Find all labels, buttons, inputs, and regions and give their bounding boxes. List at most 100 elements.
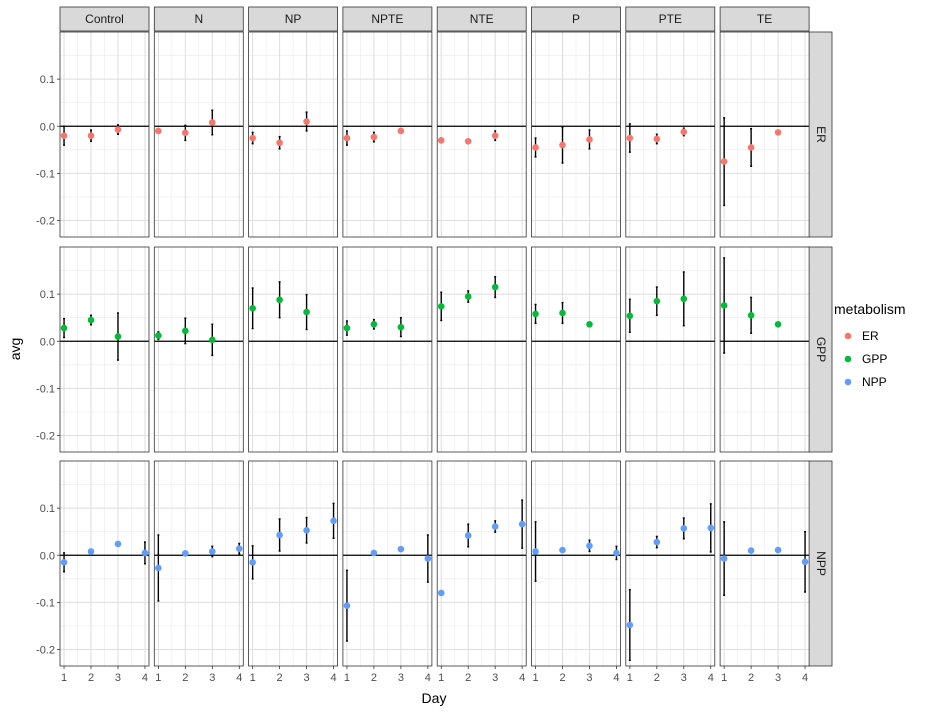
facet-label-npte: NPTE bbox=[371, 12, 403, 26]
x-tick-label: 2 bbox=[465, 672, 471, 684]
panel-border bbox=[531, 246, 621, 453]
x-tick-label: 4 bbox=[708, 672, 714, 684]
panel-border bbox=[153, 31, 244, 238]
legend-label-npp: NPP bbox=[862, 375, 887, 389]
x-tick-label: 4 bbox=[425, 672, 431, 684]
panel-border bbox=[719, 246, 810, 453]
data-point-gpp-n-day-3 bbox=[208, 336, 216, 344]
data-point-er-np-day-3 bbox=[303, 118, 310, 125]
data-point-npp-control-day-4 bbox=[141, 549, 149, 557]
x-tick-label: 3 bbox=[492, 672, 498, 684]
panel-gpp-control bbox=[59, 246, 150, 453]
x-tick-label: 4 bbox=[802, 672, 808, 684]
facet-strip-npte bbox=[342, 6, 433, 32]
data-point-npp-npte-day-4 bbox=[424, 555, 432, 562]
panel-npp-np bbox=[248, 460, 339, 667]
x-tick-label: 1 bbox=[532, 672, 538, 684]
data-point-er-npte-day-1 bbox=[343, 134, 351, 142]
panel-gpp-pte bbox=[625, 246, 716, 453]
data-point-er-nte-day-1 bbox=[437, 137, 445, 144]
panel-border bbox=[59, 31, 150, 238]
panel-border bbox=[248, 460, 339, 667]
data-point-npp-nte-day-3 bbox=[491, 523, 499, 530]
data-point-gpp-npte-day-1 bbox=[343, 324, 351, 332]
data-point-er-np-day-2 bbox=[276, 139, 283, 147]
data-point-gpp-n-day-2 bbox=[182, 327, 189, 335]
panel-npp-npte bbox=[342, 460, 433, 667]
facet-strip-te bbox=[719, 6, 810, 32]
data-point-gpp-np-day-1 bbox=[249, 304, 256, 312]
row-label-gpp: GPP bbox=[814, 337, 828, 362]
data-point-npp-np-day-3 bbox=[303, 526, 310, 534]
data-point-er-p-day-2 bbox=[559, 141, 566, 149]
data-point-npp-n-day-4 bbox=[235, 545, 243, 552]
y-tick-label: -0.1 bbox=[36, 168, 55, 180]
data-point-er-te-day-3 bbox=[774, 129, 782, 136]
panel-er-te bbox=[719, 31, 810, 238]
x-tick-label: 2 bbox=[371, 672, 377, 684]
data-point-er-npte-day-2 bbox=[370, 133, 378, 141]
data-point-npp-np-day-4 bbox=[330, 517, 337, 525]
facet-strip-n bbox=[153, 6, 244, 32]
data-point-gpp-te-day-2 bbox=[747, 312, 755, 319]
data-point-gpp-p-day-3 bbox=[586, 320, 593, 328]
data-point-gpp-pte-day-1 bbox=[626, 312, 634, 320]
facet-label-nte: NTE bbox=[470, 12, 494, 26]
data-point-er-p-day-3 bbox=[586, 136, 593, 143]
x-tick-label: 2 bbox=[88, 672, 94, 684]
facet-strip-np bbox=[248, 6, 339, 32]
data-point-gpp-control-day-1 bbox=[60, 324, 68, 332]
facet-label-pte: PTE bbox=[659, 12, 682, 26]
data-point-npp-npte-day-1 bbox=[343, 602, 351, 609]
data-point-npp-p-day-1 bbox=[532, 548, 539, 555]
data-point-npp-np-day-2 bbox=[276, 531, 283, 539]
data-point-er-te-day-1 bbox=[720, 158, 728, 165]
data-point-npp-p-day-4 bbox=[613, 549, 620, 557]
data-point-er-pte-day-2 bbox=[653, 135, 661, 143]
legend-label-gpp: GPP bbox=[862, 352, 887, 366]
row-strip-npp bbox=[807, 460, 833, 667]
data-point-gpp-npte-day-3 bbox=[397, 323, 405, 331]
data-point-gpp-control-day-3 bbox=[114, 333, 122, 340]
x-axis-title: Day bbox=[422, 690, 447, 706]
x-tick-label: 1 bbox=[721, 672, 727, 684]
data-point-er-np-day-1 bbox=[249, 134, 256, 142]
y-tick-label: 0.0 bbox=[40, 121, 55, 133]
panel-npp-control bbox=[59, 460, 150, 667]
data-point-er-npte-day-3 bbox=[397, 127, 405, 135]
x-tick-label: 4 bbox=[519, 672, 525, 684]
x-tick-label: 4 bbox=[330, 672, 336, 684]
panel-npp-p bbox=[531, 460, 621, 667]
legend-key-er bbox=[844, 332, 852, 340]
data-point-er-n-day-3 bbox=[208, 119, 216, 126]
data-point-npp-te-day-3 bbox=[774, 546, 782, 554]
facet-strip-nte bbox=[436, 6, 527, 32]
data-point-npp-np-day-1 bbox=[249, 559, 256, 566]
x-tick-label: 3 bbox=[115, 672, 121, 684]
data-point-gpp-nte-day-1 bbox=[437, 303, 445, 310]
x-tick-label: 3 bbox=[775, 672, 781, 684]
legend-key-gpp bbox=[844, 355, 852, 363]
data-point-er-n-day-1 bbox=[155, 127, 162, 135]
data-point-er-te-day-2 bbox=[747, 144, 755, 151]
row-strip-gpp bbox=[807, 246, 833, 453]
panel-border bbox=[436, 246, 527, 453]
facet-strip-p bbox=[531, 6, 621, 32]
panel-gpp-np bbox=[248, 246, 339, 453]
data-point-er-control-day-3 bbox=[114, 126, 122, 133]
data-point-gpp-np-day-2 bbox=[276, 296, 283, 304]
data-point-npp-npte-day-2 bbox=[370, 549, 378, 557]
data-point-npp-nte-day-1 bbox=[437, 589, 445, 597]
panel-border bbox=[59, 460, 150, 667]
y-axis-title: avg bbox=[7, 338, 23, 361]
data-point-npp-n-day-1 bbox=[155, 564, 162, 572]
panel-border bbox=[531, 31, 621, 238]
panel-er-n bbox=[153, 31, 244, 238]
data-point-npp-p-day-3 bbox=[586, 542, 593, 550]
x-tick-label: 1 bbox=[344, 672, 350, 684]
legend-key-npp bbox=[844, 378, 852, 386]
data-point-er-nte-day-2 bbox=[464, 138, 472, 145]
legend-label-er: ER bbox=[862, 329, 879, 343]
data-point-gpp-p-day-2 bbox=[559, 309, 566, 317]
panel-border bbox=[342, 246, 433, 453]
